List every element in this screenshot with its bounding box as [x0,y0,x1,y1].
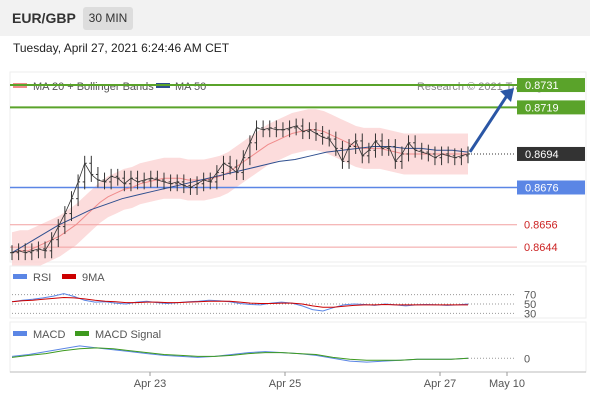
current-price-value: 0.8694 [525,149,559,161]
macd-tick-label: 0 [524,353,530,365]
macd-panel [9,321,587,373]
level-tag-resistance [517,78,585,93]
level-value-pivot_low: 0.8644 [524,242,558,254]
legend-ma20-label: MA 20 + Bollinger Bands [33,81,154,93]
legend-rsi-swatch [13,274,27,279]
legend-signal-swatch [75,331,89,336]
macd-signal-line [11,347,469,361]
interval-button[interactable]: 30 MIN [83,7,133,30]
price-close-line [11,125,469,254]
legend-macd-swatch [13,331,27,336]
bollinger-bands [12,109,468,274]
level-value-support: 0.8676 [525,182,559,194]
price-levels [10,84,517,248]
rsi-9ma-line [11,296,468,308]
level-value-resistance: 0.8731 [525,80,559,92]
bollinger-band-fill [12,109,468,274]
level-tag-support [517,180,585,195]
rsi-tick-label: 70 [524,290,536,302]
current-price-tag [517,146,585,161]
time-axis: Apr 23 Apr 25 Apr 27 May 10 [134,372,525,390]
time-axis-label: Apr 23 [134,378,166,390]
forecast-arrow [468,88,514,153]
forecast-arrow-shaft [468,93,510,153]
legend-9ma-label: 9MA [82,272,105,284]
timestamp: Tuesday, April 27, 2021 6:24:46 AM CET [13,41,230,55]
forecast-arrow-head [500,88,514,103]
macd-series: 0 [11,345,530,365]
level-value-pivot_low: 0.8656 [524,220,558,232]
level-tag-resistance [517,100,585,115]
time-axis-label: Apr 27 [424,378,456,390]
time-axis-label: Apr 25 [269,378,301,390]
legend-rsi-label: RSI [33,272,51,284]
ma50-line [11,146,469,254]
rsi-panel [9,265,587,319]
chart-header: EUR/GBP 30 MIN [0,0,590,36]
price-series [10,118,470,261]
rsi-tick-label: 30 [524,308,536,320]
legend-signal-label: MACD Signal [95,329,161,341]
time-axis-label: May 10 [489,378,525,390]
legend-macd-label: MACD [33,329,65,341]
level-tags: 0.8731 0.8719 0.8694 0.8676 0.8656 0.8644 [517,78,585,254]
symbol-label: EUR/GBP [12,10,76,26]
legend-ma50-label: MA 50 [175,81,206,93]
price-panel [9,71,587,263]
legend-9ma-swatch [62,274,76,279]
rsi-tick-label: 50 [524,299,536,311]
level-value-resistance: 0.8719 [525,102,559,114]
